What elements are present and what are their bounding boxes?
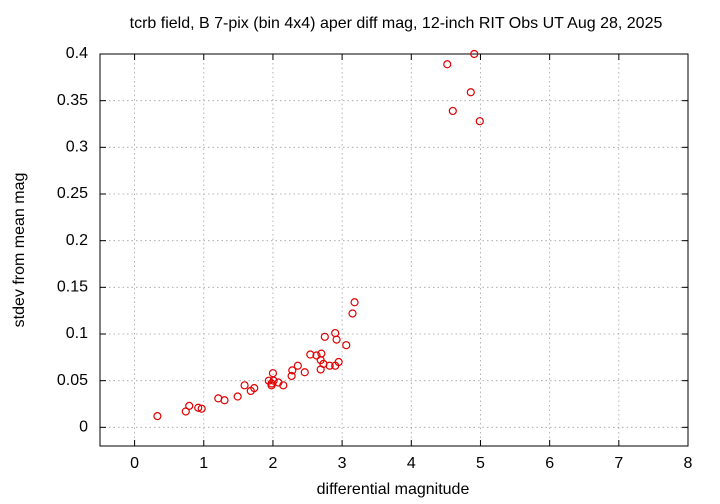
data-point [312,351,321,360]
data-point [250,384,259,393]
y-tick-label: 0.4 [66,45,88,62]
data-point [320,332,329,341]
data-point [240,381,249,390]
data-point [306,350,315,359]
y-axis-label: stdev from mean mag [11,173,28,328]
x-tick-label: 7 [614,455,623,472]
x-tick-label: 2 [268,455,277,472]
y-tick-label: 0.1 [66,325,88,342]
data-point [233,392,242,401]
data-point [268,369,278,378]
data-point [350,298,359,307]
data-point [475,117,484,126]
y-tick-label: 0.2 [66,232,88,249]
y-tick-label: 0 [79,419,88,436]
data-point [448,106,457,116]
x-tick-label: 1 [199,455,208,472]
data-point [288,366,297,375]
data-point [443,60,452,69]
x-tick-label: 3 [338,455,347,472]
data-point [153,412,162,421]
data-point [287,371,296,381]
data-point [197,404,206,413]
x-tick-label: 8 [684,455,693,472]
y-tick-label: 0.35 [57,92,88,109]
data-point [194,403,203,412]
data-point [317,349,326,358]
data-point [300,368,309,377]
data-point [331,328,340,338]
y-tick-label: 0.3 [66,139,88,156]
data-point [325,361,334,370]
data-point [332,335,341,344]
data-point [220,396,229,405]
plot-frame [99,53,689,447]
y-tick-label: 0.15 [57,279,88,296]
x-tick-label: 0 [130,455,139,472]
data-point [279,381,288,390]
y-tick-label: 0.05 [57,372,88,389]
data-point [334,357,343,367]
data-point [269,376,278,385]
data-point [185,401,194,410]
data-point [267,381,276,390]
x-tick-label: 5 [476,455,485,472]
x-tick-label: 6 [545,455,554,472]
chart-title: tcrb field, B 7-pix (bin 4x4) aper diff … [130,15,663,32]
data-point [466,88,475,97]
x-axis-label: differential magnitude [317,481,470,498]
data-point [342,341,351,350]
data-point [348,309,357,318]
y-tick-label: 0.25 [57,185,88,202]
data-point [293,361,302,370]
x-tick-label: 4 [407,455,416,472]
data-point [470,49,479,59]
